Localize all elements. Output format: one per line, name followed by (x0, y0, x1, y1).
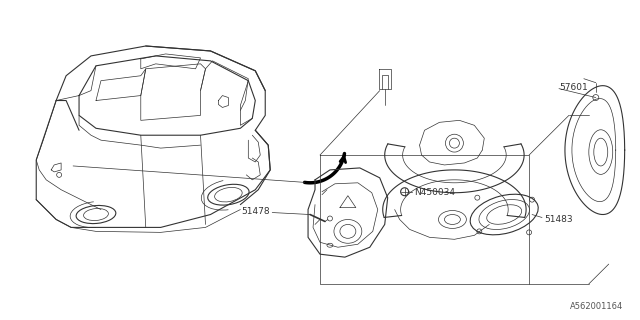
Text: 51483: 51483 (544, 215, 573, 224)
Text: N450034: N450034 (415, 188, 456, 197)
Text: 57601: 57601 (559, 83, 588, 92)
Text: A562001164: A562001164 (570, 302, 623, 311)
Text: 51478: 51478 (241, 207, 270, 216)
